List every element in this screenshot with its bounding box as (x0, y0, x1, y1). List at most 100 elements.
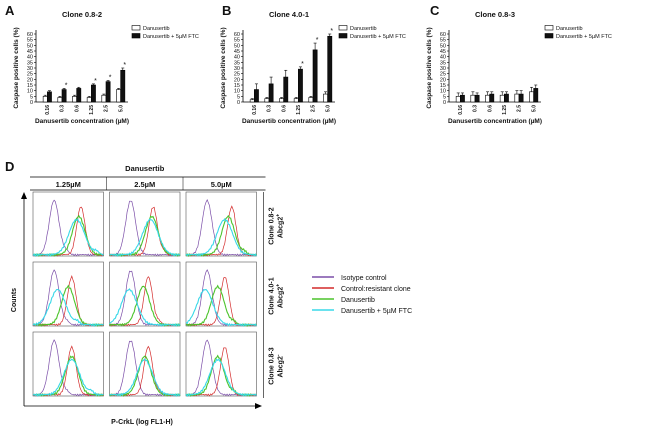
y-axis-label: Caspase positive cells (%) (220, 27, 227, 108)
fl1-arrow-head (255, 403, 262, 409)
significance-star: * (301, 61, 304, 68)
y-tick-label: 45 (27, 49, 33, 55)
x-axis-label: Danusertib concentration (µM) (448, 118, 542, 125)
histogram-isotype (32, 339, 104, 397)
histogram-cell (32, 331, 104, 397)
legend-swatch (338, 25, 348, 31)
bar-danusertib-ftc (460, 94, 465, 103)
y-tick-label: 35 (234, 60, 240, 66)
category-label: 5.0 (118, 105, 124, 112)
histogram-danusertib-ftc (109, 218, 181, 257)
bar-danusertib-ftc (268, 83, 274, 103)
bar-danusertib (86, 97, 92, 103)
y-tick-label: 60 (440, 32, 446, 38)
significance-star: * (316, 37, 319, 44)
row-label-line2: Abcg2+ (276, 214, 285, 238)
bar-danusertib (264, 98, 270, 103)
row-label: Clone 0.8-2 Abcg2+ (269, 207, 285, 244)
histogram-danusertib-ftc (185, 218, 257, 257)
category-label: 2.5 (311, 105, 317, 112)
y-tick-label: 50 (27, 43, 33, 49)
y-tick-label: 40 (440, 55, 446, 61)
bar-danusertib (485, 94, 490, 103)
row-label-line2: Abcg2+ (276, 284, 285, 308)
counts-arrow-head (21, 192, 27, 199)
category-label: 0.3 (60, 105, 66, 112)
panel-letter: A (5, 3, 15, 18)
bar-danusertib-ftc (105, 81, 111, 103)
histogram-cell (109, 331, 181, 397)
chart-title: Clone 0.8-3 (475, 10, 515, 19)
category-label: 2.5 (517, 105, 523, 112)
bar-danusertib (116, 89, 121, 103)
bar-danusertib (42, 96, 48, 103)
bar-danusertib-ftc (254, 89, 259, 103)
bar-danusertib-ftc (298, 68, 303, 103)
panel-letter: C (430, 3, 440, 18)
legend-label: Danusertib + 5µM FTC (350, 34, 406, 40)
category-label: 5.0 (325, 105, 331, 112)
category-label: 0.6 (74, 105, 80, 112)
legend-label: Danusertib + 5µM FTC (143, 34, 199, 40)
category-label: 0.16 (252, 105, 258, 115)
category-label: 0.16 (45, 105, 51, 115)
bar-danusertib-ftc (518, 93, 524, 103)
bar-danusertib-ftc (61, 89, 67, 103)
y-tick-label: 15 (440, 83, 446, 89)
y-tick-label: 0 (237, 100, 240, 106)
histogram-danusertib-ftc (109, 288, 181, 327)
bar-danusertib (455, 96, 461, 103)
row-label-line1: Clone 0.8-2 (269, 207, 276, 244)
y-tick-label: 15 (27, 83, 33, 89)
row-label-line1: Clone 0.8-3 (269, 347, 276, 384)
bar-danusertib (499, 94, 505, 103)
legend-label: Isotype control (341, 275, 387, 282)
y-tick-label: 20 (27, 77, 33, 83)
histogram-cell (185, 261, 257, 328)
histogram-cell (109, 261, 181, 327)
row-label-superscript: + (276, 214, 282, 217)
bar-danusertib-ftc (474, 94, 480, 103)
histogram-frame (109, 261, 181, 327)
x-axis-label: Danusertib concentration (µM) (35, 118, 129, 125)
y-tick-label: 5 (30, 94, 33, 100)
histogram-cell (185, 191, 257, 258)
y-tick-label: 55 (234, 38, 240, 44)
legend-label: Danusertib (350, 26, 377, 32)
category-label: 0.6 (281, 105, 287, 112)
category-label: 0.16 (458, 105, 464, 115)
legend-swatch (544, 33, 554, 39)
bar-danusertib-ftc (283, 76, 289, 103)
histogram-danusertib-ftc (109, 358, 181, 397)
significance-star: * (65, 82, 68, 89)
column-header: 5.0µM (211, 180, 232, 189)
y-tick-label: 45 (234, 49, 240, 55)
y-tick-label: 45 (440, 49, 446, 55)
bar-panels: A Clone 0.8-2051015202530354045505560Casp… (5, 3, 612, 125)
row-label-superscript: - (276, 354, 282, 356)
y-tick-label: 60 (27, 32, 33, 38)
x-axis-label: Danusertib concentration (µM) (242, 118, 336, 125)
bar-danusertib (279, 98, 284, 103)
column-header: 1.25µM (56, 180, 81, 189)
histogram-danusertib-ftc (32, 218, 104, 258)
y-tick-label: 5 (443, 94, 446, 100)
bar-danusertib (308, 97, 314, 103)
category-label: 5.0 (531, 105, 537, 112)
bar-danusertib-ftc (504, 93, 509, 103)
y-axis-label: Caspase positive cells (%) (13, 27, 20, 108)
category-label: 0.6 (487, 105, 493, 112)
significance-star: * (109, 74, 112, 81)
bar-danusertib-ftc (120, 69, 126, 103)
histogram-danusertib (109, 215, 181, 258)
histogram-isotype (32, 199, 104, 257)
category-label: 1.25 (89, 105, 95, 115)
histogram-frame (32, 261, 104, 327)
row-label-superscript: + (276, 284, 282, 287)
y-tick-label: 40 (27, 55, 33, 61)
histogram-danusertib (33, 284, 104, 327)
